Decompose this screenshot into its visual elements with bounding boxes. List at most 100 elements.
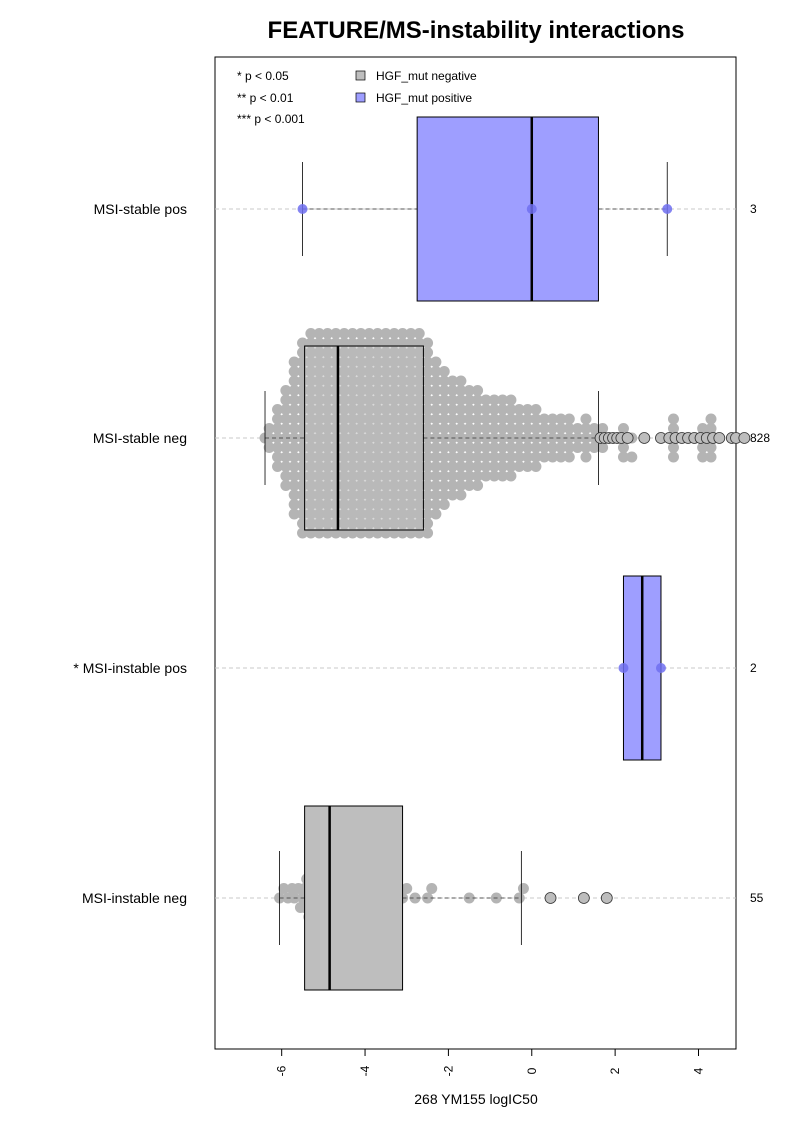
data-point (447, 375, 459, 387)
data-point (472, 432, 484, 444)
data-point (597, 423, 609, 434)
data-point (438, 366, 450, 377)
data-point (697, 451, 709, 463)
data-point (288, 480, 300, 491)
data-point (288, 499, 300, 510)
data-point (662, 204, 673, 214)
data-point (472, 442, 484, 453)
data-point (488, 442, 500, 453)
data-point (505, 451, 517, 463)
data-point (522, 432, 534, 444)
data-point (455, 413, 467, 425)
data-point (480, 423, 492, 434)
data-point (422, 337, 434, 349)
data-point (288, 508, 300, 520)
point-layer (297, 204, 751, 904)
data-point (505, 461, 517, 472)
data-point (463, 470, 475, 482)
data-point (563, 451, 575, 463)
data-point (480, 394, 492, 406)
data-point (455, 375, 467, 387)
data-point (705, 442, 717, 453)
data-point (563, 423, 575, 434)
data-point (272, 442, 284, 453)
data-point (488, 423, 500, 434)
data-point (463, 451, 475, 463)
data-point (322, 328, 334, 339)
data-point (472, 480, 484, 491)
data-point (288, 413, 300, 425)
data-point (697, 442, 709, 453)
data-point (288, 404, 300, 415)
data-point (338, 328, 350, 339)
data-point (463, 461, 475, 472)
data-point (463, 385, 475, 396)
data-point (422, 404, 434, 415)
data-point (455, 480, 467, 491)
data-point (472, 404, 484, 415)
data-point (430, 461, 442, 472)
data-point (288, 356, 300, 368)
data-point (280, 432, 292, 444)
data-point (667, 413, 679, 425)
data-point (347, 328, 359, 339)
data-point (430, 470, 442, 482)
data-point (280, 404, 292, 415)
data-point (705, 413, 717, 425)
data-point (563, 432, 575, 444)
data-point (280, 470, 292, 482)
data-point (667, 423, 679, 434)
data-point (463, 423, 475, 434)
data-point (430, 394, 442, 406)
group-count: 3 (750, 202, 757, 216)
data-point (447, 404, 459, 415)
data-point (505, 404, 517, 415)
data-point (555, 451, 567, 463)
x-axis: -6 -4 -2 0 2 4 (275, 1048, 705, 1076)
data-point (522, 404, 534, 415)
significance-legend-2: ** p < 0.01 (237, 91, 294, 105)
label-layer: MSI-stable pos 3 MSI-stable neg 828 * MSI-in… (73, 201, 770, 906)
data-point (397, 328, 409, 339)
data-point (455, 442, 467, 453)
data-point (538, 442, 550, 453)
data-point (422, 470, 434, 482)
data-point (617, 442, 629, 453)
x-tick-label: -2 (441, 1065, 455, 1076)
data-point (438, 385, 450, 396)
data-point (555, 413, 567, 425)
data-point (480, 461, 492, 472)
data-point (497, 413, 509, 425)
group-count: 55 (750, 891, 764, 905)
data-point (447, 461, 459, 472)
data-point (555, 423, 567, 434)
box (416, 116, 599, 302)
data-point (280, 451, 292, 463)
data-point (522, 451, 534, 463)
outlier-point (713, 432, 726, 444)
legend-label-positive: HGF_mut positive (376, 91, 472, 105)
data-point (388, 328, 400, 339)
data-point (422, 499, 434, 510)
data-point (488, 451, 500, 463)
data-point (655, 663, 666, 673)
outlier-point (600, 892, 613, 904)
data-point (488, 470, 500, 482)
data-point (297, 204, 308, 214)
data-point (547, 413, 559, 425)
data-point (422, 432, 434, 444)
data-point (513, 423, 525, 434)
data-point (422, 442, 434, 453)
x-tick-label: 0 (525, 1067, 539, 1074)
legend-swatch-negative (355, 70, 366, 81)
data-point (517, 883, 529, 894)
data-point (280, 423, 292, 434)
data-point (513, 413, 525, 425)
data-point (538, 413, 550, 425)
data-point (355, 328, 367, 339)
data-point (667, 442, 679, 453)
data-point (697, 423, 709, 434)
data-point (505, 413, 517, 425)
data-point (472, 451, 484, 463)
data-point (555, 442, 567, 453)
